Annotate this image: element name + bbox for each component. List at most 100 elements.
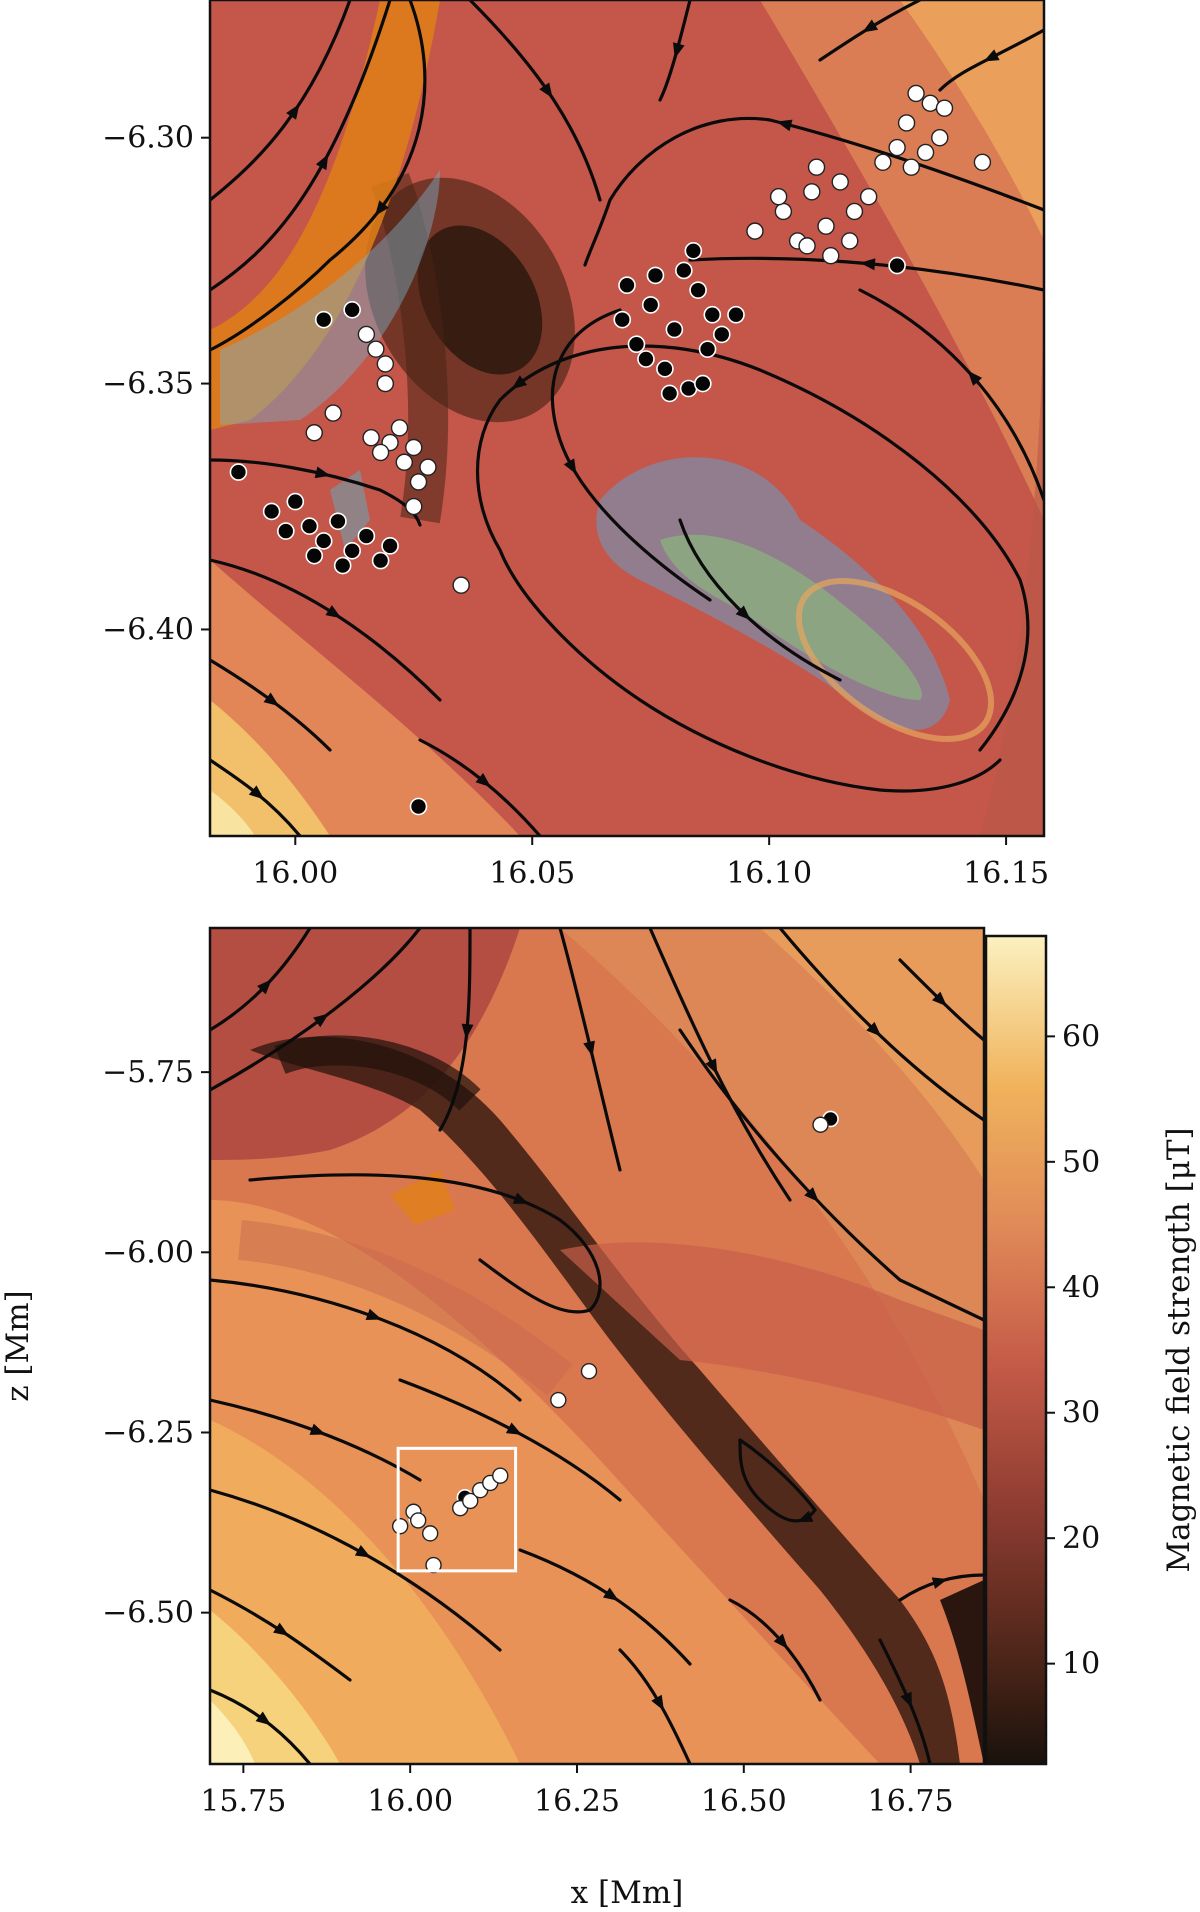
field-direction-arrow	[773, 1633, 788, 1649]
particle-black	[665, 320, 684, 339]
particle-black	[613, 310, 632, 329]
particle-white	[803, 183, 821, 201]
particle-white	[841, 232, 859, 250]
particle-black	[357, 527, 376, 545]
top-axes-frame	[208, 0, 1046, 838]
colorbar-gradient	[986, 936, 1046, 1764]
particle-black	[618, 276, 636, 295]
colorbar-tick-label: 20	[1062, 1521, 1100, 1556]
particle-white	[367, 340, 385, 358]
x-tick-label: 16.50	[701, 1784, 787, 1819]
particle-white	[419, 458, 437, 476]
x-axis-label: x [Mm]	[571, 1875, 684, 1911]
top-panel: 16.00 16.05 16.10 16.15 −6.40 −6.35 −6.30	[102, 0, 1049, 891]
particle-white	[859, 188, 878, 206]
colorbar-frame	[984, 934, 1048, 1766]
field-direction-arrow	[309, 1423, 326, 1435]
particle-white	[888, 138, 906, 157]
top-field-map	[210, 0, 1044, 836]
field-direction-arrow	[354, 1545, 371, 1558]
field-direction-arrow	[651, 1694, 664, 1711]
x-tick-label: 16.00	[367, 1784, 453, 1819]
field-direction-arrow	[735, 605, 751, 621]
particle-white	[452, 576, 470, 594]
field-direction-arrow	[325, 605, 342, 619]
field-direction-arrow	[314, 466, 331, 479]
field-direction-arrow	[931, 1577, 948, 1589]
colorbar-ticks: 10 20 30 40 50 60	[1046, 1019, 1100, 1682]
field-direction-arrow	[511, 375, 528, 390]
top-x-ticks: 16.00 16.05 16.10 16.15	[252, 836, 1049, 891]
particle-white	[973, 153, 992, 171]
field-direction-arrow	[374, 200, 389, 216]
particle-white	[357, 325, 376, 344]
particle-black	[343, 541, 361, 560]
particle-white	[492, 1467, 509, 1484]
field-direction-arrow	[983, 49, 1000, 62]
particle-white	[931, 128, 949, 147]
particle-black	[229, 463, 248, 481]
particle-white	[409, 1512, 427, 1529]
x-tick-label: 15.75	[200, 1784, 286, 1819]
particle-black	[637, 350, 655, 368]
field-direction-arrow	[461, 1023, 474, 1040]
particle-white	[305, 424, 323, 442]
bottom-field-map	[210, 928, 984, 1764]
bottom-particles	[391, 1110, 839, 1574]
particle-black	[712, 325, 731, 344]
field-direction-arrow	[257, 979, 272, 995]
field-direction-arrow	[263, 692, 280, 707]
y-axis-label: z [Mm]	[0, 1290, 36, 1402]
particle-white	[376, 355, 395, 373]
particle-white	[421, 1525, 439, 1542]
particle-black	[646, 266, 665, 285]
particle-black	[305, 546, 324, 565]
field-direction-arrow	[313, 1013, 329, 1028]
particle-white	[916, 143, 935, 162]
y-tick-label: −6.50	[102, 1596, 194, 1631]
particle-black	[660, 384, 679, 403]
particle-white	[774, 202, 793, 221]
particle-black	[627, 335, 646, 354]
particle-black	[684, 242, 703, 260]
y-tick-label: −6.35	[102, 367, 194, 402]
colorbar-tick-label: 40	[1062, 1270, 1100, 1305]
y-tick-label: −6.30	[102, 121, 194, 156]
bottom-panel: 15.75 16.00 16.25 16.50 16.75 −6.50 −6.25 −6.0…	[0, 926, 986, 1911]
particle-black	[329, 512, 347, 531]
particle-white	[874, 153, 892, 171]
particle-black	[727, 305, 745, 324]
particle-black	[371, 551, 390, 570]
colorbar-label: Magnetic field strength [μT]	[1161, 1127, 1197, 1572]
y-tick-label: −6.40	[102, 612, 194, 647]
top-y-ticks: −6.40 −6.35 −6.30	[102, 121, 210, 647]
zoom-inset-box	[396, 1446, 518, 1573]
particle-white	[769, 188, 788, 206]
particle-white	[425, 1556, 442, 1574]
particle-white	[371, 443, 390, 462]
x-tick-label: 16.05	[489, 856, 575, 891]
particle-white	[395, 453, 413, 471]
particle-white	[812, 1116, 829, 1133]
x-tick-label: 16.10	[726, 856, 812, 891]
colorbar-tick-label: 10	[1062, 1647, 1100, 1682]
field-direction-arrow	[776, 119, 793, 132]
field-direction-arrow	[866, 1021, 882, 1037]
field-direction-arrow	[255, 1711, 272, 1726]
particle-black	[703, 305, 722, 324]
particle-black	[300, 517, 319, 535]
particle-black	[698, 340, 717, 358]
field-direction-arrow	[932, 991, 947, 1007]
x-tick-label: 16.75	[868, 1784, 954, 1819]
particle-black	[314, 532, 333, 550]
particle-black	[277, 522, 295, 540]
x-tick-label: 16.25	[534, 1784, 620, 1819]
bottom-x-ticks: 15.75 16.00 16.25 16.50 16.75	[200, 1764, 954, 1819]
field-direction-arrow	[859, 258, 876, 271]
field-direction-arrow	[804, 1187, 819, 1203]
particle-black	[888, 256, 906, 275]
particle-white	[907, 84, 925, 103]
field-direction-arrow	[583, 1040, 595, 1057]
particle-white	[580, 1363, 598, 1380]
particle-black	[409, 797, 428, 816]
